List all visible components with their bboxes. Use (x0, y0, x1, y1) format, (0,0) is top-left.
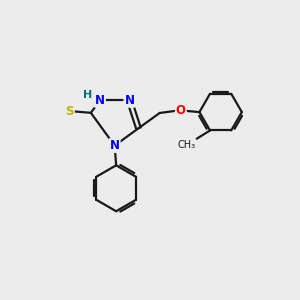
Text: O: O (176, 104, 186, 117)
Text: N: N (124, 94, 134, 107)
Text: N: N (95, 94, 105, 107)
Text: H: H (83, 90, 92, 100)
Text: S: S (65, 105, 74, 118)
Text: CH₃: CH₃ (177, 140, 195, 150)
Text: N: N (110, 139, 120, 152)
